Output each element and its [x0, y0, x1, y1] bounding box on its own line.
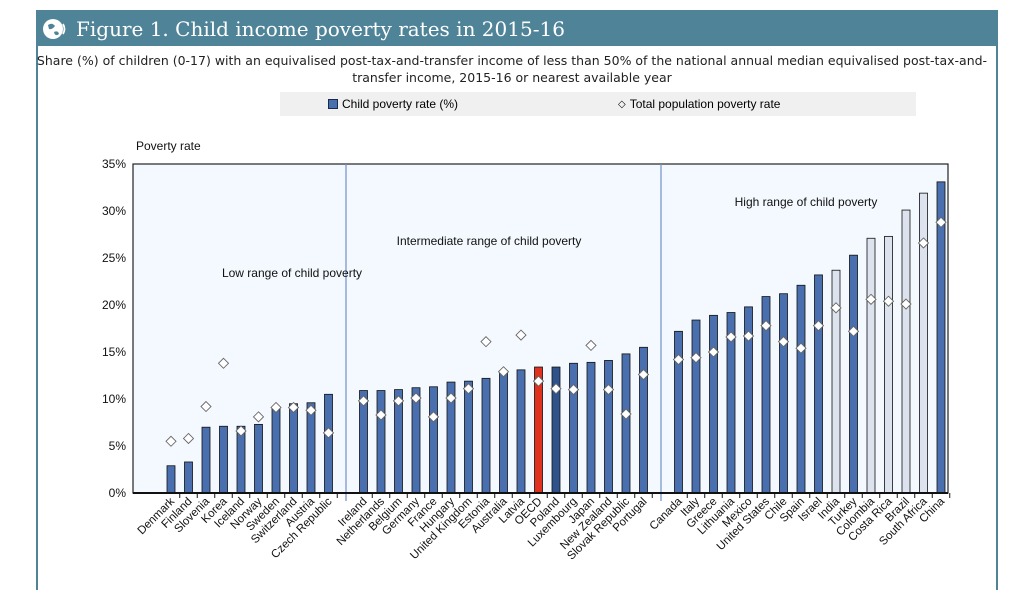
group-label: Low range of child poverty	[222, 266, 362, 280]
bar-greece	[709, 314, 718, 494]
y-tick-label: 20%	[102, 298, 126, 312]
bar-estonia	[481, 377, 491, 494]
total-poverty-marker	[917, 237, 930, 249]
total-poverty-marker	[567, 383, 580, 396]
bar-colombia	[866, 237, 876, 494]
total-poverty-marker	[672, 353, 685, 366]
total-poverty-marker	[182, 432, 195, 445]
total-poverty-marker	[865, 293, 877, 305]
total-poverty-marker	[777, 336, 790, 348]
y-axis-label: Poverty rate	[136, 139, 201, 153]
total-poverty-marker	[305, 404, 317, 416]
bar-australia	[499, 370, 508, 494]
total-poverty-marker	[270, 401, 282, 414]
total-poverty-marker	[480, 336, 492, 348]
figure-header: Figure 1. Child income poverty rates in …	[38, 12, 996, 46]
y-tick-label: 5%	[109, 439, 127, 453]
total-poverty-marker	[445, 392, 457, 404]
figure-subtitle: Share (%) of children (0-17) with an equ…	[36, 53, 988, 85]
bar-turkey	[849, 254, 858, 494]
chart-legend: Child poverty rate (%) ◇ Total populatio…	[280, 92, 916, 116]
total-poverty-marker	[585, 339, 597, 352]
bar-norway	[254, 423, 263, 494]
total-poverty-marker	[795, 342, 807, 354]
bar-luxembourg	[569, 362, 578, 494]
bar-slovenia	[201, 426, 211, 494]
total-poverty-marker	[287, 401, 300, 414]
total-poverty-marker	[497, 366, 510, 378]
bar-new-zealand	[604, 360, 613, 494]
total-poverty-marker	[462, 383, 475, 395]
figure-frame: Figure 1. Child income poverty rates in …	[36, 10, 998, 590]
bar-korea	[219, 425, 228, 494]
total-poverty-marker	[217, 357, 230, 369]
total-poverty-marker	[357, 395, 370, 407]
total-poverty-marker	[602, 383, 615, 396]
total-poverty-marker	[830, 302, 842, 314]
bar-israel	[814, 274, 823, 494]
oecd-logo-icon	[43, 19, 66, 39]
bar-spain	[796, 284, 806, 494]
total-poverty-marker	[707, 346, 720, 358]
legend-child-rate: Child poverty rate (%)	[328, 97, 458, 111]
total-poverty-marker	[532, 375, 545, 387]
total-poverty-marker	[725, 331, 737, 343]
bar-czech-republic	[324, 393, 333, 494]
group-label: Intermediate range of child poverty	[397, 234, 582, 248]
bar-sweden	[271, 407, 281, 494]
total-poverty-marker	[812, 320, 825, 332]
group-label: High range of child poverty	[735, 195, 878, 209]
bar-switzerland	[289, 403, 298, 494]
bar-austria	[306, 402, 316, 494]
total-poverty-marker	[742, 330, 755, 342]
legend-label: Child poverty rate (%)	[342, 97, 459, 111]
total-poverty-marker	[637, 368, 650, 381]
bar-latvia	[516, 369, 526, 494]
total-poverty-marker	[410, 392, 422, 404]
total-poverty-marker	[760, 320, 772, 332]
total-poverty-marker	[252, 411, 265, 423]
total-poverty-marker	[515, 329, 527, 341]
total-poverty-marker	[690, 352, 702, 364]
bar-italy	[691, 319, 701, 494]
bar-finland	[184, 461, 193, 494]
legend-bar-swatch	[328, 99, 338, 109]
bar-france	[429, 386, 438, 494]
total-poverty-marker	[550, 383, 562, 395]
figure-title: Figure 1. Child income poverty rates in …	[76, 17, 565, 41]
bar-brazil	[901, 209, 911, 494]
legend-total-rate: ◇ Total population poverty rate	[618, 97, 780, 111]
total-poverty-marker	[427, 411, 440, 423]
bar-costa-rica	[884, 235, 893, 494]
total-poverty-marker	[882, 295, 895, 307]
total-poverty-marker	[375, 409, 387, 421]
total-poverty-marker	[900, 298, 912, 310]
legend-diamond-icon: ◇	[618, 98, 626, 110]
total-poverty-marker	[235, 425, 247, 437]
total-poverty-marker	[935, 216, 947, 228]
total-poverty-marker	[392, 395, 405, 407]
total-poverty-marker	[165, 435, 177, 447]
x-tick-label: Canada	[648, 495, 685, 532]
bar-china	[936, 181, 946, 494]
total-poverty-marker	[200, 400, 212, 413]
y-tick-label: 10%	[102, 392, 126, 406]
total-poverty-marker	[620, 408, 632, 420]
y-tick-label: 30%	[102, 204, 126, 218]
bar-denmark	[166, 465, 176, 494]
legend-label: Total population poverty rate	[629, 97, 781, 111]
bar-united-kingdom	[464, 380, 473, 494]
bar-chile	[779, 293, 788, 494]
y-tick-label: 35%	[102, 157, 126, 171]
total-poverty-marker	[847, 325, 860, 337]
y-tick-label: 15%	[102, 345, 126, 359]
bar-japan	[586, 361, 596, 494]
bar-netherlands	[376, 390, 386, 494]
total-poverty-marker	[322, 427, 335, 439]
y-tick-label: 0%	[109, 486, 127, 500]
bar-slovak-republic	[621, 353, 631, 494]
y-tick-label: 25%	[102, 251, 126, 265]
